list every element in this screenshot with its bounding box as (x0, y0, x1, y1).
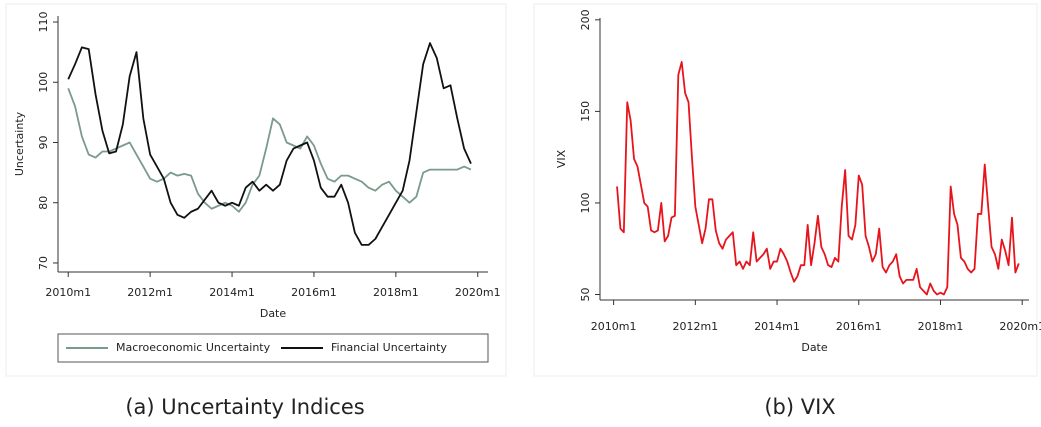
x-tick-label: 2014m1 (754, 320, 800, 333)
y-tick-label: 80 (37, 196, 50, 210)
caption: (a) Uncertainty Indices (125, 395, 364, 419)
x-tick-label: 2010m1 (591, 320, 637, 333)
x-axis-label: Date (260, 307, 287, 320)
x-tick-label: 2010m1 (45, 286, 91, 299)
series-line (67, 42, 472, 246)
x-tick-label: 2018m1 (373, 286, 419, 299)
x-tick-label: 2018m1 (918, 320, 964, 333)
y-tick-label: 110 (37, 12, 50, 33)
y-tick-label: 100 (579, 192, 592, 213)
x-tick-label: 2014m1 (209, 286, 255, 299)
x-tick-label: 2020m1 (999, 320, 1041, 333)
y-axis-label: Uncertainty (13, 111, 26, 176)
legend-box (57, 333, 489, 363)
x-tick-label: 2020m1 (455, 286, 501, 299)
x-axis-label: Date (801, 341, 828, 354)
legend-label: Macroeconomic Uncertainty (116, 341, 271, 354)
x-tick-label: 2016m1 (836, 320, 882, 333)
y-tick-label: 200 (579, 9, 592, 30)
x-tick-label: 2016m1 (291, 286, 337, 299)
y-tick-label: 100 (37, 72, 50, 93)
x-tick-label: 2012m1 (672, 320, 718, 333)
series-line (67, 87, 472, 213)
caption: (b) VIX (764, 395, 835, 419)
panel-frame (533, 3, 1038, 377)
y-tick-label: 70 (37, 256, 50, 270)
panel-frame (5, 3, 507, 377)
series-line (616, 61, 1020, 296)
x-tick-label: 2012m1 (127, 286, 173, 299)
y-axis-label: VIX (555, 149, 568, 168)
y-tick-label: 150 (579, 101, 592, 122)
y-tick-label: 90 (37, 135, 50, 149)
legend-label: Financial Uncertainty (331, 341, 447, 354)
y-tick-label: 50 (579, 288, 592, 302)
